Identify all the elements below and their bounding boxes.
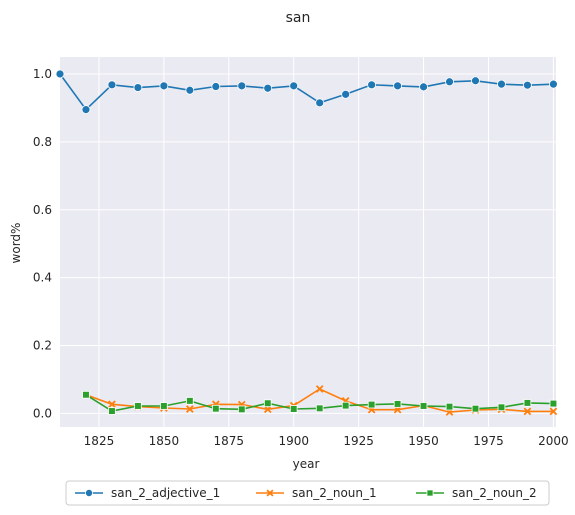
- data-point: [549, 407, 558, 416]
- legend-label: san_2_noun_2: [452, 486, 537, 500]
- y-axis-ticks: 0.0 0.2 0.4 0.6 0.8 1.0: [33, 67, 52, 420]
- data-point: [393, 81, 402, 91]
- data-point: [212, 404, 220, 413]
- x-axis-label: year: [293, 457, 320, 471]
- data-point: [186, 397, 194, 405]
- x-tick-label: 1900: [278, 434, 309, 448]
- data-point-stroke: [549, 407, 558, 416]
- data-point-stroke: [523, 407, 532, 416]
- legend-label: san_2_noun_1: [292, 486, 377, 500]
- data-point: [263, 83, 273, 93]
- y-tick-label: 0.4: [33, 271, 52, 285]
- data-point-stroke: [263, 405, 272, 414]
- data-point: [523, 399, 532, 407]
- y-axis-label: word%: [9, 223, 23, 264]
- data-point: [549, 79, 558, 89]
- y-tick-label: 1.0: [33, 67, 52, 81]
- legend-box: [65, 480, 550, 506]
- x-tick-label: 1925: [343, 434, 374, 448]
- x-tick-label: 1950: [408, 434, 439, 448]
- series-san_2_noun_2: [82, 390, 558, 415]
- x-tick-label: 2000: [538, 434, 569, 448]
- data-point: [237, 405, 246, 414]
- data-point: [497, 403, 506, 412]
- data-point: [419, 402, 428, 410]
- legend-item-san_2_noun_2: san_2_noun_2: [416, 486, 537, 500]
- data-point: [289, 81, 299, 91]
- data-point: [263, 399, 272, 408]
- data-point: [549, 399, 558, 408]
- data-point: [315, 385, 324, 393]
- data-point: [186, 405, 194, 413]
- y-tick-label: 0.6: [33, 203, 52, 217]
- data-point: [160, 402, 168, 410]
- data-point: [237, 81, 247, 91]
- legend-label: san_2_adjective_1: [111, 486, 220, 500]
- series-group: [55, 69, 558, 416]
- data-point: [85, 488, 94, 497]
- data-point: [367, 80, 377, 90]
- gridlines: [60, 57, 556, 427]
- x-tick-label: 1875: [214, 434, 245, 448]
- data-point: [134, 402, 142, 410]
- data-point: [263, 405, 272, 414]
- legend-item-san_2_noun_1: san_2_noun_1: [256, 486, 377, 500]
- data-point: [341, 401, 350, 410]
- data-point: [185, 85, 195, 95]
- y-tick-label: 0.0: [33, 406, 52, 420]
- data-point: [107, 80, 117, 90]
- data-point: [471, 404, 480, 413]
- data-point: [108, 407, 116, 415]
- data-point: [55, 69, 65, 79]
- data-point: [445, 77, 454, 87]
- data-point: [419, 82, 428, 92]
- data-point-stroke: [266, 489, 274, 497]
- data-point: [445, 402, 454, 411]
- x-tick-label: 1850: [149, 434, 180, 448]
- data-point: [81, 105, 91, 115]
- data-point: [133, 83, 143, 92]
- x-axis-ticks: 1825 1850 1875 1900 1925 1950 1975 2000: [84, 434, 569, 448]
- y-tick-label: 0.2: [33, 339, 52, 353]
- data-point: [108, 400, 116, 409]
- data-point: [266, 489, 274, 497]
- data-point-stroke: [108, 400, 116, 409]
- data-point: [211, 82, 221, 91]
- data-point: [159, 81, 169, 91]
- legend: san_2_adjective_1 san_2_noun_1 san_2_noun_…: [65, 480, 550, 506]
- legend-item-san_2_adjective_1: san_2_adjective_1: [75, 486, 220, 500]
- data-point: [523, 80, 532, 90]
- data-point-stroke: [315, 385, 324, 393]
- data-point: [315, 98, 325, 108]
- data-point: [315, 404, 324, 413]
- x-tick-label: 1975: [473, 434, 504, 448]
- data-point: [289, 405, 298, 413]
- chart-title: san: [286, 10, 311, 26]
- y-tick-label: 0.8: [33, 135, 52, 149]
- data-point: [523, 407, 532, 416]
- plot-area: [60, 57, 556, 427]
- data-point: [393, 400, 402, 408]
- data-point: [341, 89, 351, 99]
- data-point: [426, 489, 434, 497]
- data-point: [82, 390, 90, 399]
- data-point: [367, 400, 376, 409]
- data-point-stroke: [186, 405, 194, 413]
- series-san_2_adjective_1: [55, 69, 558, 115]
- x-tick-label: 1825: [84, 434, 115, 448]
- data-point: [497, 79, 506, 89]
- data-point: [471, 76, 480, 86]
